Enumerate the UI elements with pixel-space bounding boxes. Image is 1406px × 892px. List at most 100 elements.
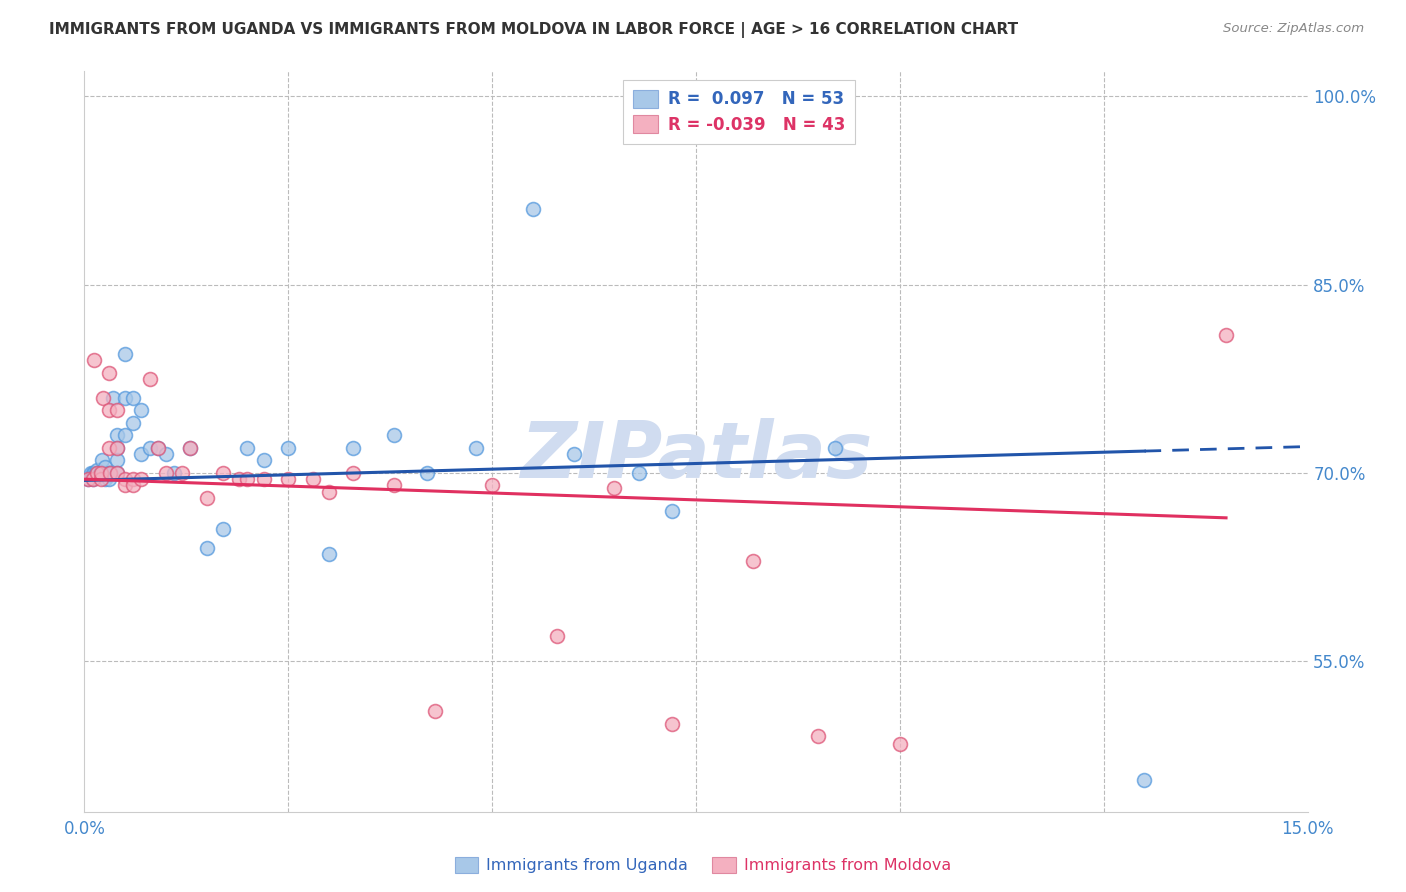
Point: [236, 472, 259, 486]
Point: [80, 466, 103, 480]
Point: [742, 554, 765, 568]
Point: [301, 472, 323, 486]
Point: [423, 704, 446, 718]
Point: [146, 441, 169, 455]
Point: [1133, 773, 1156, 788]
Point: [155, 466, 177, 480]
Point: [90, 466, 112, 480]
Point: [105, 428, 128, 442]
Legend: Immigrants from Uganda, Immigrants from Moldova: Immigrants from Uganda, Immigrants from …: [449, 850, 957, 880]
Point: [97, 366, 120, 380]
Point: [122, 391, 145, 405]
Point: [382, 478, 405, 492]
Point: [100, 466, 122, 480]
Point: [82, 466, 104, 480]
Point: [277, 472, 299, 486]
Point: [122, 416, 145, 430]
Point: [87, 468, 110, 483]
Point: [122, 478, 145, 492]
Point: [90, 468, 112, 483]
Point: [77, 472, 100, 486]
Point: [212, 522, 235, 536]
Point: [114, 347, 136, 361]
Point: [195, 541, 218, 556]
Point: [253, 472, 276, 486]
Point: [146, 441, 169, 455]
Point: [889, 737, 911, 751]
Point: [212, 466, 235, 480]
Point: [824, 441, 846, 455]
Text: Source: ZipAtlas.com: Source: ZipAtlas.com: [1223, 22, 1364, 36]
Point: [627, 466, 650, 480]
Point: [77, 472, 100, 486]
Point: [318, 484, 340, 499]
Point: [163, 466, 186, 480]
Point: [90, 466, 112, 480]
Point: [114, 472, 136, 486]
Point: [195, 491, 218, 505]
Point: [83, 466, 105, 480]
Point: [84, 468, 107, 483]
Point: [342, 466, 364, 480]
Point: [253, 453, 276, 467]
Point: [93, 459, 115, 474]
Point: [122, 472, 145, 486]
Point: [97, 468, 120, 483]
Point: [131, 403, 153, 417]
Point: [522, 202, 544, 217]
Point: [97, 472, 120, 486]
Point: [172, 466, 194, 480]
Point: [318, 548, 340, 562]
Point: [179, 441, 201, 455]
Point: [82, 472, 104, 486]
Point: [131, 447, 153, 461]
Point: [277, 441, 299, 455]
Text: ZIPatlas: ZIPatlas: [520, 418, 872, 494]
Point: [97, 441, 120, 455]
Point: [661, 717, 683, 731]
Point: [105, 403, 128, 417]
Point: [101, 391, 124, 405]
Point: [228, 472, 250, 486]
Point: [481, 478, 503, 492]
Point: [661, 503, 683, 517]
Point: [97, 403, 120, 417]
Point: [131, 472, 153, 486]
Point: [82, 472, 104, 486]
Point: [179, 441, 201, 455]
Point: [90, 466, 112, 480]
Point: [100, 466, 122, 480]
Point: [382, 428, 405, 442]
Point: [105, 441, 128, 455]
Point: [105, 441, 128, 455]
Point: [546, 629, 568, 643]
Point: [105, 466, 128, 480]
Point: [86, 466, 108, 480]
Point: [114, 428, 136, 442]
Point: [105, 453, 128, 467]
Point: [562, 447, 585, 461]
Point: [155, 447, 177, 461]
Point: [342, 441, 364, 455]
Point: [86, 466, 108, 480]
Point: [93, 472, 115, 486]
Legend: R =  0.097   N = 53, R = -0.039   N = 43: R = 0.097 N = 53, R = -0.039 N = 43: [623, 79, 855, 144]
Point: [105, 466, 128, 480]
Point: [114, 391, 136, 405]
Point: [83, 353, 105, 368]
Point: [807, 730, 830, 744]
Point: [86, 463, 108, 477]
Point: [1215, 327, 1237, 342]
Point: [416, 466, 439, 480]
Point: [138, 441, 160, 455]
Text: IMMIGRANTS FROM UGANDA VS IMMIGRANTS FROM MOLDOVA IN LABOR FORCE | AGE > 16 CORR: IMMIGRANTS FROM UGANDA VS IMMIGRANTS FRO…: [49, 22, 1018, 38]
Point: [603, 481, 626, 495]
Point: [236, 441, 259, 455]
Point: [91, 391, 114, 405]
Point: [97, 466, 120, 480]
Y-axis label: In Labor Force | Age > 16: In Labor Force | Age > 16: [0, 344, 8, 539]
Point: [464, 441, 486, 455]
Point: [91, 453, 114, 467]
Point: [91, 466, 114, 480]
Point: [138, 372, 160, 386]
